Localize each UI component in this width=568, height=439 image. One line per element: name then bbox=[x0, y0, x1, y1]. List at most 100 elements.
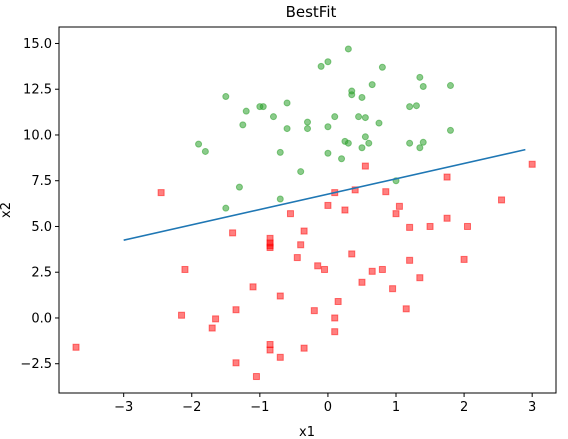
red-point bbox=[276, 353, 284, 361]
green-point bbox=[331, 113, 339, 121]
green-point bbox=[412, 102, 420, 110]
green-point bbox=[283, 125, 291, 133]
red-point bbox=[443, 173, 451, 181]
green-point bbox=[446, 126, 454, 134]
green-point bbox=[195, 140, 203, 148]
red-point bbox=[351, 186, 359, 194]
green-point bbox=[324, 149, 332, 157]
red-point bbox=[157, 189, 165, 197]
x-axis-label: x1 bbox=[299, 425, 315, 439]
green-point bbox=[344, 139, 352, 147]
red-point bbox=[331, 314, 339, 322]
tick-layer: −3 −2 −1 0 1 2 3 −2.5 0.0 2.5 5.0 7.5 10.0 12.5 15.0 bbox=[20, 37, 536, 415]
red-point bbox=[361, 162, 369, 170]
green-point bbox=[365, 139, 373, 147]
red-point bbox=[72, 343, 80, 351]
red-point bbox=[389, 285, 397, 293]
green-point bbox=[416, 144, 424, 152]
red-point bbox=[498, 196, 506, 204]
y-axis-label: x2 bbox=[0, 202, 14, 218]
green-point bbox=[419, 82, 427, 90]
y-tick-label: 5.0 bbox=[31, 220, 52, 235]
green-point bbox=[361, 114, 369, 122]
y-tick-label: −2.5 bbox=[20, 357, 52, 372]
y-tick-label: 15.0 bbox=[23, 37, 52, 52]
red-point bbox=[321, 265, 329, 273]
green-point bbox=[222, 93, 230, 101]
red-point bbox=[286, 210, 294, 218]
chart-title: BestFit bbox=[286, 3, 337, 21]
green-point bbox=[222, 204, 230, 212]
red-point bbox=[293, 254, 301, 262]
y-tick-label: 12.5 bbox=[23, 83, 52, 98]
x-tick-label: −1 bbox=[250, 400, 269, 415]
green-point bbox=[338, 155, 346, 163]
y-tick-label: 7.5 bbox=[31, 174, 52, 189]
red-point bbox=[395, 202, 403, 210]
red-point bbox=[528, 160, 536, 168]
green-point bbox=[235, 183, 243, 191]
red-point bbox=[426, 222, 434, 230]
green-point bbox=[324, 123, 332, 131]
red-point bbox=[178, 311, 186, 319]
green-point bbox=[324, 58, 332, 66]
green-point bbox=[406, 139, 414, 147]
red-point bbox=[232, 306, 240, 314]
red-point bbox=[443, 214, 451, 222]
red-point bbox=[348, 250, 356, 258]
green-point bbox=[283, 99, 291, 107]
red-point bbox=[460, 255, 468, 263]
red-point bbox=[300, 344, 308, 352]
red-point bbox=[314, 262, 322, 270]
red-point bbox=[212, 315, 220, 323]
green-point bbox=[355, 113, 363, 121]
green-point bbox=[358, 93, 366, 101]
x-tick-label: −3 bbox=[114, 400, 133, 415]
red-point bbox=[297, 241, 305, 249]
green-point bbox=[304, 125, 311, 133]
y-tick-label: 0.0 bbox=[31, 311, 52, 326]
red-point bbox=[331, 328, 339, 336]
x-tick-label: 3 bbox=[528, 400, 536, 415]
green-point bbox=[361, 133, 369, 141]
green-point bbox=[239, 121, 247, 129]
green-point bbox=[348, 91, 356, 99]
red-point bbox=[300, 227, 308, 235]
green-point bbox=[406, 103, 414, 111]
green-point bbox=[304, 118, 311, 126]
green-point bbox=[358, 144, 366, 152]
red-point bbox=[416, 274, 424, 282]
y-tick-label: 10.0 bbox=[23, 128, 52, 143]
red-point bbox=[406, 223, 414, 231]
green-point bbox=[242, 107, 250, 115]
green-point bbox=[375, 119, 383, 127]
green-point bbox=[416, 73, 424, 81]
plot-frame bbox=[58, 26, 557, 394]
green-point bbox=[419, 138, 427, 146]
red-point bbox=[252, 373, 260, 381]
x-tick-label: 0 bbox=[324, 400, 332, 415]
red-point bbox=[181, 265, 189, 273]
red-point bbox=[406, 256, 414, 264]
red-point bbox=[324, 201, 332, 209]
data-layer bbox=[72, 45, 536, 381]
green-point bbox=[201, 147, 209, 155]
red-point bbox=[229, 229, 237, 237]
green-point bbox=[269, 113, 277, 121]
green-point bbox=[276, 148, 284, 156]
green-point bbox=[317, 62, 325, 70]
red-point bbox=[249, 283, 257, 291]
red-point bbox=[378, 265, 386, 273]
red-point bbox=[341, 206, 349, 214]
red-point bbox=[334, 298, 342, 305]
green-point bbox=[378, 63, 386, 71]
green-point bbox=[368, 81, 376, 89]
red-point bbox=[266, 346, 274, 354]
red-point bbox=[276, 292, 284, 300]
x-tick-label: −2 bbox=[182, 400, 201, 415]
x-tick-label: 1 bbox=[392, 400, 400, 415]
red-point bbox=[232, 359, 240, 367]
red-point bbox=[368, 267, 376, 275]
green-point bbox=[297, 168, 305, 176]
x-tick-label: 2 bbox=[460, 400, 468, 415]
